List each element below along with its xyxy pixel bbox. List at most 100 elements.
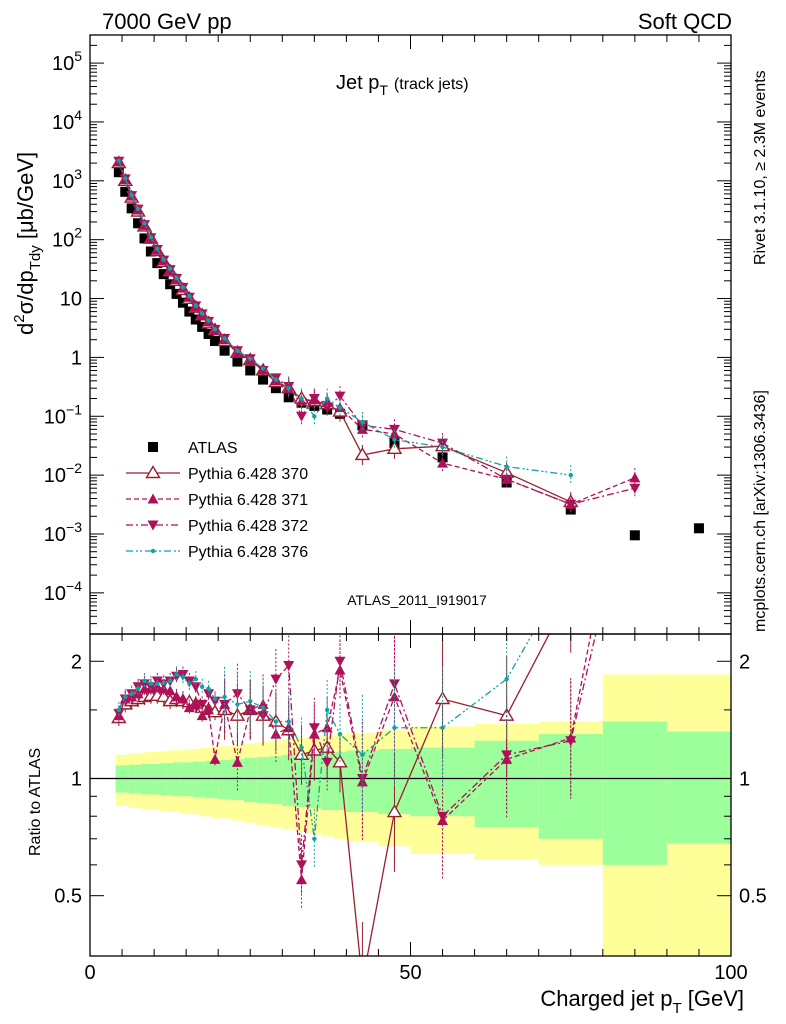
ratio-point-pythia-6-428-376 bbox=[286, 719, 291, 724]
x-tick-label: 50 bbox=[399, 962, 421, 984]
ratio-point-pythia-6-428-376 bbox=[440, 725, 445, 730]
point-pythia-6-428-376 bbox=[222, 336, 227, 341]
ratio-point-pythia-6-428-376 bbox=[187, 681, 192, 687]
point-pythia-6-428-372 bbox=[437, 438, 449, 449]
point-pythia-6-428-376 bbox=[337, 405, 343, 410]
point-atlas bbox=[120, 186, 131, 197]
ratio-y-tick-label: 1 bbox=[71, 768, 82, 790]
ratio-point-pythia-6-428-371 bbox=[171, 691, 183, 702]
point-pythia-6-428-376 bbox=[312, 414, 317, 419]
point-atlas bbox=[270, 383, 281, 394]
ratio-point-pythia-6-428-376 bbox=[193, 676, 198, 682]
ratio-point-pythia-6-428-376 bbox=[212, 696, 218, 702]
y-tick-base: 10 bbox=[52, 53, 74, 75]
ratio-point-pythia-6-428-376 bbox=[235, 702, 240, 707]
point-pythia-6-428-370 bbox=[386, 440, 403, 455]
ratio-point-pythia-6-428-376 bbox=[299, 745, 304, 750]
ratio-band-inner bbox=[243, 757, 257, 803]
x-tick-label: 0 bbox=[84, 962, 95, 984]
ratio-band-inner bbox=[269, 756, 283, 804]
ratio-point-pythia-6-428-370 bbox=[434, 691, 451, 705]
legend-label: ATLAS bbox=[188, 440, 238, 457]
ratio-point-pythia-6-428-376 bbox=[312, 836, 317, 841]
point-pythia-6-428-370 bbox=[354, 447, 371, 461]
ratio-point-pythia-6-428-372 bbox=[145, 682, 157, 693]
legend-label: Pythia 6.428 370 bbox=[188, 466, 308, 483]
ratio-point-pythia-6-428-376 bbox=[273, 719, 279, 724]
main-series-group bbox=[111, 155, 704, 541]
header-left-label: 7000 GeV pp bbox=[102, 9, 232, 34]
ratio-band-inner bbox=[186, 762, 193, 797]
point-pythia-6-428-376 bbox=[260, 366, 266, 371]
ratio-point-pythia-6-428-376 bbox=[123, 694, 128, 700]
point-atlas bbox=[219, 345, 230, 356]
series-line-pythia-6-428-376 bbox=[118, 160, 571, 476]
point-pythia-6-428-376 bbox=[148, 235, 154, 240]
point-pythia-6-428-376 bbox=[235, 348, 240, 353]
ratio-point-pythia-6-428-372 bbox=[629, 463, 640, 473]
ratio-point-pythia-6-428-371 bbox=[164, 685, 176, 696]
point-atlas bbox=[113, 167, 124, 178]
ratio-line-pythia-6-428-371 bbox=[118, 634, 592, 880]
legend-label: Pythia 6.428 372 bbox=[188, 518, 308, 535]
ratio-band-inner bbox=[192, 761, 199, 798]
mcplots-reference-label: mcplots.cern.ch [arXiv:1306.3436] bbox=[752, 390, 769, 632]
point-pythia-6-428-376 bbox=[129, 192, 134, 198]
point-pythia-6-428-371 bbox=[437, 457, 449, 468]
ratio-band-inner bbox=[231, 759, 244, 801]
point-atlas bbox=[629, 530, 640, 541]
y-tick-label: 102 bbox=[52, 225, 82, 252]
point-atlas bbox=[209, 335, 220, 346]
ratio-point-pythia-6-428-372 bbox=[209, 696, 221, 707]
point-atlas bbox=[152, 258, 163, 269]
point-atlas bbox=[232, 356, 243, 367]
ratio-band-inner bbox=[128, 764, 135, 794]
legend-label: Pythia 6.428 376 bbox=[188, 544, 308, 561]
point-pythia-6-428-376 bbox=[155, 246, 160, 251]
ratio-point-pythia-6-428-376 bbox=[392, 725, 397, 730]
point-pythia-6-428-376 bbox=[440, 444, 445, 450]
point-pythia-6-428-372 bbox=[257, 365, 269, 376]
y-tick-label: 10 bbox=[60, 289, 82, 311]
ratio-point-pythia-6-428-376 bbox=[167, 678, 173, 684]
y-tick-exponent: 4 bbox=[74, 107, 82, 123]
y-tick-label: 1 bbox=[71, 347, 82, 369]
ratio-point-pythia-6-428-372 bbox=[119, 694, 131, 705]
point-pythia-6-428-376 bbox=[360, 419, 365, 425]
legend-marker bbox=[147, 493, 159, 504]
y-tick-label: 104 bbox=[52, 107, 82, 134]
ratio-band-inner bbox=[282, 754, 296, 806]
point-pythia-6-428-372 bbox=[334, 391, 346, 402]
point-pythia-6-428-376 bbox=[206, 318, 211, 323]
ratio-band-inner bbox=[134, 764, 142, 794]
ratio-point-pythia-6-428-371 bbox=[203, 704, 215, 715]
point-pythia-6-428-376 bbox=[142, 221, 147, 226]
ratio-point-pythia-6-428-376 bbox=[222, 694, 227, 700]
point-pythia-6-428-376 bbox=[193, 303, 198, 308]
point-pythia-6-428-376 bbox=[174, 275, 179, 281]
point-pythia-6-428-376 bbox=[392, 437, 397, 442]
ratio-point-pythia-6-428-371 bbox=[283, 722, 295, 733]
analysis-tag: ATLAS_2011_I919017 bbox=[347, 592, 487, 608]
point-pythia-6-428-371 bbox=[629, 472, 641, 483]
ratio-point-pythia-6-428-372 bbox=[334, 656, 346, 667]
point-pythia-6-428-372 bbox=[321, 403, 333, 414]
ratio-band-inner bbox=[179, 762, 187, 797]
x-tick-label: 100 bbox=[714, 962, 747, 984]
point-atlas bbox=[133, 218, 144, 229]
point-pythia-6-428-376 bbox=[286, 385, 291, 391]
ratio-point-pythia-6-428-371 bbox=[231, 756, 243, 767]
ratio-point-pythia-6-428-371 bbox=[334, 664, 346, 675]
y-tick-exponent: 3 bbox=[74, 166, 82, 182]
ratio-point-pythia-6-428-372 bbox=[283, 661, 295, 672]
point-atlas bbox=[245, 365, 256, 376]
y-tick-label: 103 bbox=[52, 166, 82, 193]
point-pythia-6-428-376 bbox=[123, 176, 128, 181]
y-tick-exponent: 2 bbox=[74, 225, 82, 241]
main-frame bbox=[89, 34, 732, 635]
y-tick-exponent: −1 bbox=[66, 401, 82, 417]
y-tick-base: 10 bbox=[44, 465, 66, 487]
ratio-point-pythia-6-428-372 bbox=[113, 708, 125, 719]
point-atlas bbox=[139, 233, 150, 244]
